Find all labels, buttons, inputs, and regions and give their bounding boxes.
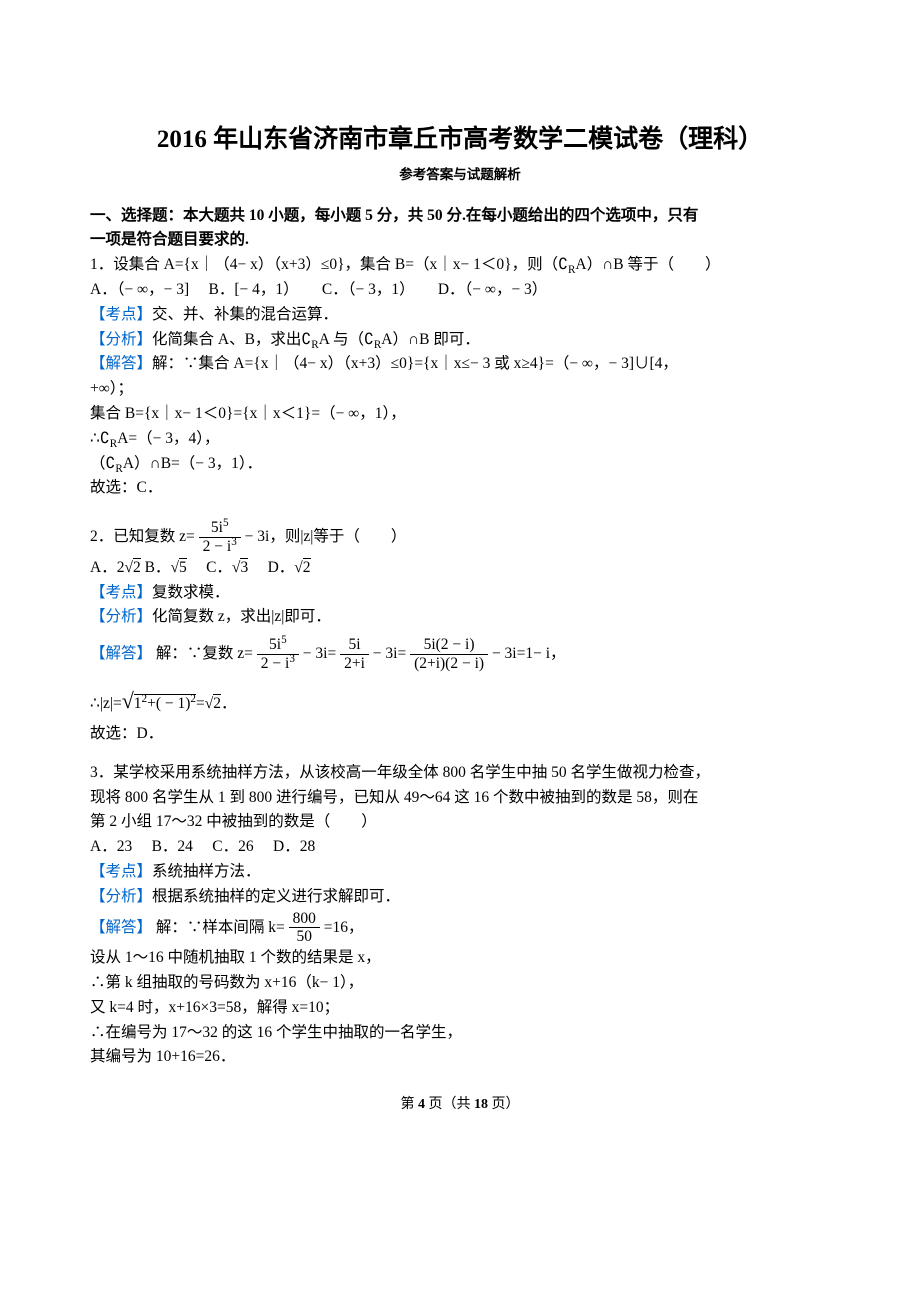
q2-jd2-rad2: 2 [213,694,221,712]
frac-den: 2 − i3 [257,655,299,673]
frac-den: 2 − i3 [199,538,241,556]
q3-jd-frac: 80050 [289,910,320,947]
footer-c: 页（共 [429,1097,471,1112]
q3-jieda-3: ∴第 k 组抽取的号码数为 x+16（k− 1）， [90,971,830,996]
q3-fx-text: 根据系统抽样的定义进行求解即可． [152,888,400,905]
jieda-label: 【解答】 [90,645,152,662]
footer-e: 页） [492,1097,520,1112]
frac-num: 5i(2 − i) [410,636,488,655]
q2-jd-a: 解：∵复数 z= [156,645,253,662]
q1-stem: 1．设集合 A={x｜（4− x）（x+3）≤0}，集合 B=（x｜x− 1＜0… [90,253,830,278]
opt-b-rad: 5 [179,558,187,576]
q2-jd2-rad: 12+( − 1)2 [134,694,196,712]
footer-a: 第 [401,1097,415,1112]
page-root: 2016 年山东省济南市章丘市高考数学二模试卷（理科） 参考答案与试题解析 一、… [0,0,920,1157]
spacer [90,747,830,761]
frac-num: 800 [289,910,320,929]
q2-options: A．2√2 B．√5 C．√3 D．√2 [90,556,830,581]
q2-stem-b: − 3i，则|z|等于（ ） [245,528,407,545]
q1-kaodian-text: 交、并、补集的混合运算． [152,306,338,323]
spacer [90,501,830,519]
q1-kaodian: 【考点】交、并、补集的混合运算． [90,303,830,328]
q3-jieda-6: 其编号为 10+16=26． [90,1045,830,1070]
sqrt-icon: √ [124,559,133,576]
sqrt-icon: √ [170,559,179,576]
page-title: 2016 年山东省济南市章丘市高考数学二模试卷（理科） [90,120,830,160]
q3-fenxi: 【分析】根据系统抽样的定义进行求解即可． [90,885,830,910]
q2-jd2c: ． [221,695,237,712]
q2-fenxi-text: 化简复数 z，求出|z|即可． [152,608,331,625]
q2-jd-frac3: 5i(2 − i)(2+i)(2 − i) [410,636,488,673]
q2-kaodian-text: 复数求模． [152,584,230,601]
q3-jieda-4: 又 k=4 时，x+16×3=58，解得 x=10； [90,996,830,1021]
q1-jieda-1-text: 解：∵集合 A={x｜（4− x）（x+3）≤0}={x｜x≤− 3 或 x≥4… [152,355,678,372]
q2-jd-c: − 3i= [373,645,406,662]
q1-jieda-4: （∁RA）∩B=（− 3，1）． [90,452,830,477]
kaodian-label: 【考点】 [90,863,152,880]
q3-line3: 第 2 小组 17～32 中被抽到的数是（ ） [90,810,830,835]
sqrt-icon: √ [205,695,214,712]
subtitle: 参考答案与试题解析 [90,164,830,186]
opt-c-rad: 3 [240,558,248,576]
q2-jieda-3: 故选：D． [90,722,830,747]
sqrt-icon: √ [122,688,134,713]
q3-line1: 3．某学校采用系统抽样方法，从该校高一年级全体 800 名学生中抽 50 名学生… [90,761,830,786]
page-footer: 第 4 页（共 18 页） [90,1094,830,1116]
section-1-line2: 一项是符合题目要求的. [90,231,249,248]
q2-stem: 2．已知复数 z= 5i5 2 − i3 − 3i，则|z|等于（ ） [90,519,830,556]
q1-fenxi-text: 化简集合 A、B，求出∁RA 与（∁RA）∩B 即可． [152,331,480,348]
fenxi-label: 【分析】 [90,888,152,905]
q1-fenxi: 【分析】化简集合 A、B，求出∁RA 与（∁RA）∩B 即可． [90,328,830,353]
q3-line2: 现将 800 名学生从 1 到 800 进行编号，已知从 49～64 这 16 … [90,786,830,811]
jieda-label: 【解答】 [90,918,152,935]
q1-jieda-1b: +∞）； [90,377,830,402]
opt-d-rad: 2 [303,558,311,576]
frac-den: 50 [289,928,320,946]
q1-options: A．（− ∞，− 3] B．[− 4，1） C．（− 3，1） D．（− ∞，−… [90,278,830,303]
q3-jieda-2: 设从 1～16 中随机抽取 1 个数的结果是 x， [90,946,830,971]
q3-jieda-5: ∴在编号为 17～32 的这 16 个学生中抽取的一名学生， [90,1021,830,1046]
footer-total: 18 [474,1097,488,1112]
q3-jd1a: 解：∵样本间隔 k= [156,918,285,935]
opt-a-pre: A．2 [90,559,124,576]
frac-num: 5i [340,636,369,655]
q1-jieda-3: ∴∁RA=（− 3，4）， [90,427,830,452]
kaodian-label: 【考点】 [90,584,152,601]
q3-jd1b: =16， [324,918,364,935]
q2-jieda-1: 【解答】 解：∵复数 z= 5i52 − i3 − 3i= 5i2+i − 3i… [90,636,830,673]
frac-den: (2+i)(2 − i) [410,655,488,673]
q2-jd2b: = [196,695,205,712]
opt-c-pre: C． [191,559,232,576]
footer-page: 4 [418,1097,425,1112]
fenxi-label: 【分析】 [90,331,152,348]
section-1-heading: 一、选择题：本大题共 10 小题，每小题 5 分，共 50 分.在每小题给出的四… [90,204,830,254]
opt-b-pre: B． [145,559,171,576]
q2-jd2a: ∴|z|= [90,695,122,712]
q3-kaodian: 【考点】系统抽样方法． [90,860,830,885]
kaodian-label: 【考点】 [90,306,152,323]
q2-jd-frac2: 5i2+i [340,636,369,673]
q2-stem-a: 2．已知复数 z= [90,528,195,545]
fenxi-label: 【分析】 [90,608,152,625]
q2-kaodian: 【考点】复数求模． [90,581,830,606]
q2-jieda-2: ∴|z|=√12+( − 1)2=√2． [90,683,830,718]
q1-jieda-1: 【解答】解：∵集合 A={x｜（4− x）（x+3）≤0}={x｜x≤− 3 或… [90,352,830,377]
q2-jd-d: − 3i=1− i， [492,645,566,662]
section-1-line1: 一、选择题：本大题共 10 小题，每小题 5 分，共 50 分.在每小题给出的四… [90,207,698,224]
q3-jieda-1: 【解答】 解：∵样本间隔 k= 80050 =16， [90,910,830,947]
q3-kd-text: 系统抽样方法． [152,863,261,880]
jieda-label: 【解答】 [90,355,152,372]
q2-jd-frac1: 5i52 − i3 [257,636,299,673]
q2-fenxi: 【分析】化简复数 z，求出|z|即可． [90,605,830,630]
q1-jieda-2: 集合 B={x｜x− 1＜0}={x｜x＜1}=（− ∞，1）， [90,402,830,427]
q2-jd-b: − 3i= [303,645,336,662]
frac-den: 2+i [340,655,369,673]
opt-d-pre: D． [252,559,294,576]
opt-a-rad: 2 [133,558,141,576]
q1-jieda-5: 故选：C． [90,476,830,501]
q2-frac-1: 5i5 2 − i3 [199,519,241,556]
sqrt-icon: √ [294,559,303,576]
q3-options: A．23 B．24 C．26 D．28 [90,835,830,860]
